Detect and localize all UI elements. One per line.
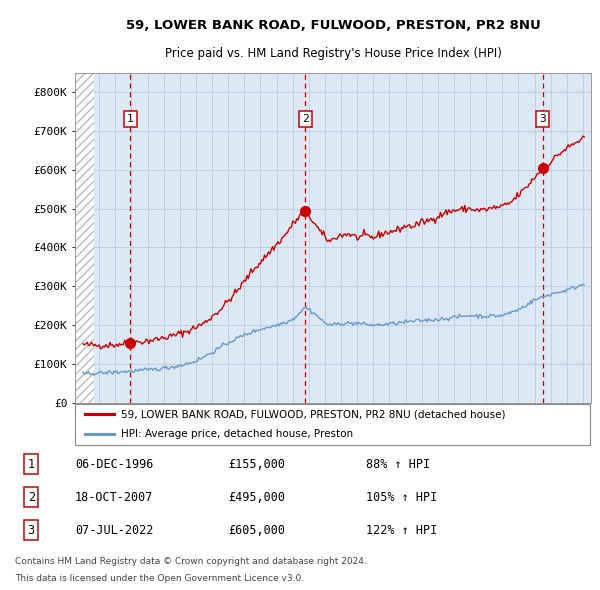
Text: 122% ↑ HPI: 122% ↑ HPI xyxy=(366,523,437,537)
FancyBboxPatch shape xyxy=(75,404,590,445)
Text: 18-OCT-2007: 18-OCT-2007 xyxy=(75,490,154,504)
Text: 59, LOWER BANK ROAD, FULWOOD, PRESTON, PR2 8NU (detached house): 59, LOWER BANK ROAD, FULWOOD, PRESTON, P… xyxy=(121,409,506,419)
Text: This data is licensed under the Open Government Licence v3.0.: This data is licensed under the Open Gov… xyxy=(15,574,304,584)
Text: 07-JUL-2022: 07-JUL-2022 xyxy=(75,523,154,537)
Text: 1: 1 xyxy=(28,457,35,471)
Text: 2: 2 xyxy=(302,114,309,124)
Text: 06-DEC-1996: 06-DEC-1996 xyxy=(75,457,154,471)
Text: 2: 2 xyxy=(28,490,35,504)
Text: £605,000: £605,000 xyxy=(228,523,285,537)
Text: 3: 3 xyxy=(539,114,546,124)
Text: £155,000: £155,000 xyxy=(228,457,285,471)
Text: Price paid vs. HM Land Registry's House Price Index (HPI): Price paid vs. HM Land Registry's House … xyxy=(164,47,502,60)
Text: 59, LOWER BANK ROAD, FULWOOD, PRESTON, PR2 8NU: 59, LOWER BANK ROAD, FULWOOD, PRESTON, P… xyxy=(125,19,541,32)
Text: £495,000: £495,000 xyxy=(228,490,285,504)
Text: 105% ↑ HPI: 105% ↑ HPI xyxy=(366,490,437,504)
Text: 1: 1 xyxy=(127,114,134,124)
Text: 3: 3 xyxy=(28,523,35,537)
Text: Contains HM Land Registry data © Crown copyright and database right 2024.: Contains HM Land Registry data © Crown c… xyxy=(15,557,367,566)
Text: 88% ↑ HPI: 88% ↑ HPI xyxy=(366,457,430,471)
Text: HPI: Average price, detached house, Preston: HPI: Average price, detached house, Pres… xyxy=(121,428,353,438)
